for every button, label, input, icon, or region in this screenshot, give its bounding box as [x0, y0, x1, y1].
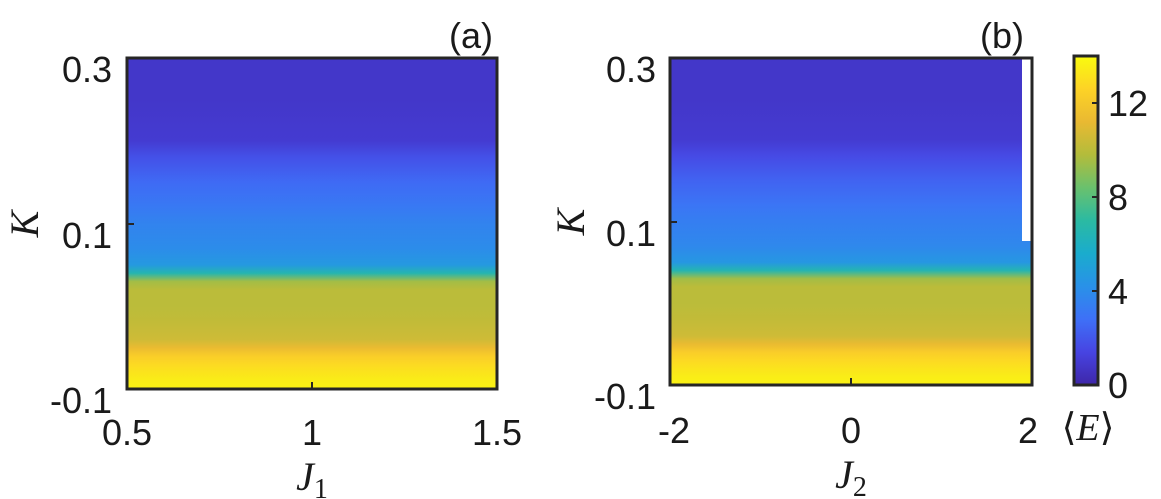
missing-data-strip [1022, 58, 1032, 241]
colorbar-ticks: 12 8 4 0 [1092, 83, 1148, 406]
x-tick-label-b-1: -2 [658, 410, 690, 451]
y-tick-label-b-2: 0.1 [606, 213, 656, 254]
colorbar-tick-label-4: 0 [1108, 365, 1128, 406]
y-tick-label-a-1: 0.3 [62, 49, 112, 90]
y-axis-label-a: K [2, 208, 47, 238]
y-tick-label-b-3: -0.1 [594, 376, 656, 417]
heatmap-b [670, 58, 1032, 385]
colorbar-tick-label-3: 4 [1108, 271, 1128, 312]
x-tick-label-b-3: 2 [1018, 410, 1038, 451]
x-axis-sub-a: 1 [314, 474, 328, 499]
colorbar-frame [1072, 54, 1100, 387]
colorbar: 12 8 4 0 ⟨E⟩ [1062, 54, 1148, 449]
x-tick-label-a-1: 0.5 [102, 412, 152, 453]
x-axis-label-b: J2 [835, 452, 867, 499]
y-tick-label-a-3: -0.1 [50, 380, 112, 421]
heatmap-a [127, 58, 497, 389]
x-tick-label-a-3: 1.5 [472, 412, 522, 453]
y-tick-label-a-2: 0.1 [62, 215, 112, 256]
panel-label-a: (a) [449, 15, 493, 56]
panel-b: (b) 0.3 0.1 -0.1 -2 0 2 K J2 [548, 15, 1038, 499]
x-axis-var-a: J [296, 454, 316, 499]
colorbar-label: ⟨E⟩ [1062, 407, 1115, 449]
colorbar-label-var: E [1075, 407, 1099, 449]
colorbar-tick-label-1: 12 [1108, 83, 1148, 124]
x-axis-var-b: J [835, 452, 855, 497]
colorbar-tick-label-2: 8 [1108, 177, 1128, 218]
x-tick-label-a-2: 1 [302, 412, 322, 453]
colorbar-label-close: ⟩ [1100, 407, 1115, 449]
panel-a: (a) 0.3 0.1 -0.1 0.5 1 1.5 K J1 [2, 15, 522, 499]
x-tick-label-b-2: 0 [841, 410, 861, 451]
colorbar-gradient [1074, 56, 1098, 385]
x-axis-label-a: J1 [296, 454, 328, 499]
y-axis-label-b: K [548, 206, 593, 236]
panel-label-b: (b) [980, 15, 1024, 56]
y-tick-label-b-1: 0.3 [606, 49, 656, 90]
colorbar-label-open: ⟨ [1062, 407, 1077, 449]
x-axis-sub-b: 2 [853, 472, 867, 499]
